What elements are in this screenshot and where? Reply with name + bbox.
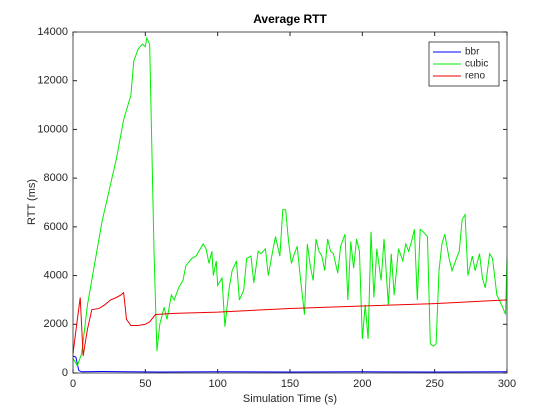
- x-tick-label: 300: [498, 378, 516, 390]
- x-tick-label: 0: [70, 378, 76, 390]
- legend-label: reno: [465, 71, 485, 82]
- x-tick-label: 100: [208, 378, 226, 390]
- y-tick-label: 4000: [44, 269, 68, 281]
- axes-box: [72, 31, 508, 374]
- y-tick-label: 0: [62, 367, 68, 379]
- y-tick-label: 12000: [37, 75, 68, 87]
- x-tick-label: 50: [139, 378, 151, 390]
- chart-title: Average RTT: [253, 12, 327, 26]
- y-tick-label: 6000: [44, 221, 68, 233]
- x-tick-label: 200: [353, 378, 371, 390]
- series-line: [72, 36, 508, 367]
- x-axis-label: Simulation Time (s): [243, 393, 337, 405]
- series-line: [72, 291, 508, 357]
- x-tick-label: 250: [425, 378, 443, 390]
- x-tick-label: 150: [281, 378, 299, 390]
- legend-label: bbr: [465, 47, 480, 58]
- y-tick-label: 2000: [44, 318, 68, 330]
- y-tick-label: 14000: [37, 26, 68, 38]
- y-tick-label: 10000: [37, 123, 68, 135]
- y-tick-label: 8000: [44, 172, 68, 184]
- y-axis-label: RTT (ms): [26, 179, 38, 225]
- plot-area: [73, 32, 507, 373]
- series-line: [72, 355, 508, 373]
- legend-label: cubic: [465, 59, 488, 70]
